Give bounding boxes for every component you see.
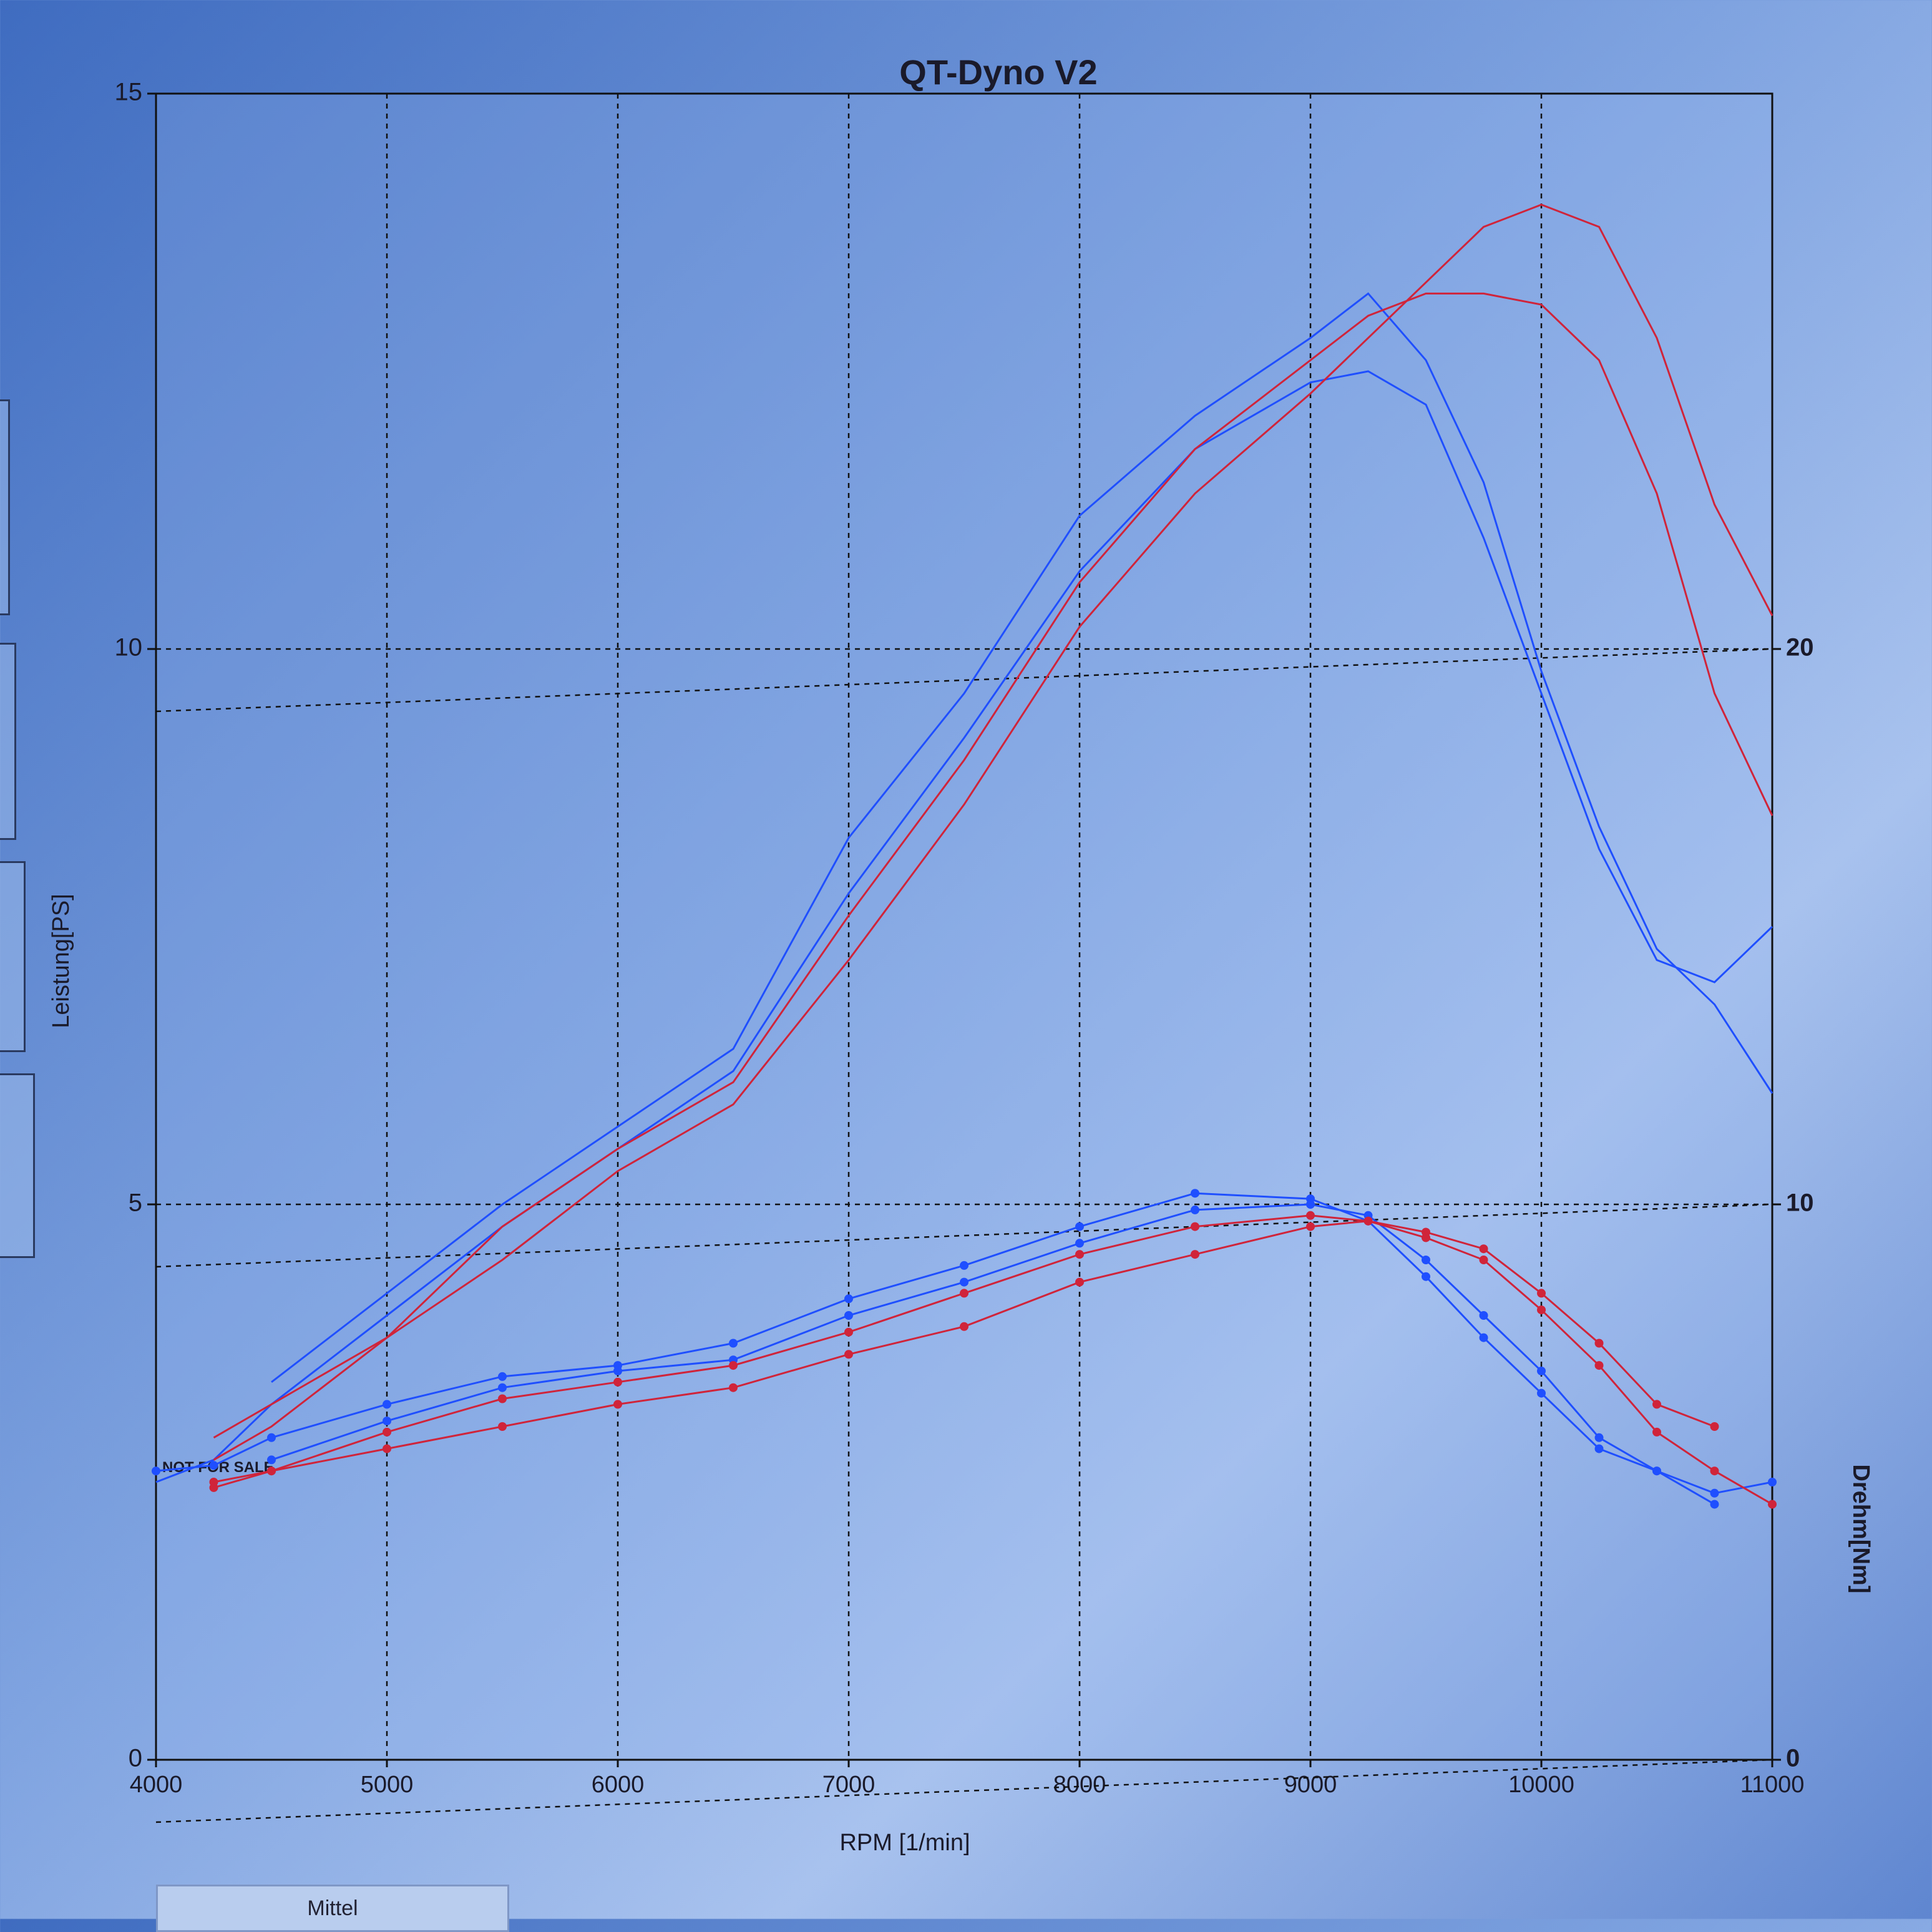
x-tick-label: 6000 bbox=[592, 1772, 645, 1798]
series-line bbox=[213, 1214, 1715, 1489]
data-point bbox=[960, 1322, 968, 1331]
data-point bbox=[729, 1383, 738, 1392]
x-tick-label: 5000 bbox=[361, 1772, 414, 1798]
data-point bbox=[1364, 1216, 1373, 1226]
plot-area bbox=[155, 92, 1773, 1761]
data-point bbox=[1075, 1250, 1084, 1259]
data-point bbox=[1191, 1205, 1199, 1214]
data-point bbox=[1422, 1272, 1430, 1281]
y-tick-label: 0 bbox=[129, 1745, 142, 1772]
x-tick-label: 10000 bbox=[1508, 1772, 1574, 1798]
series-line bbox=[271, 292, 1773, 1383]
side-panel bbox=[0, 643, 16, 840]
data-point bbox=[267, 1455, 276, 1465]
x-tick-label: 9000 bbox=[1284, 1772, 1337, 1798]
data-point bbox=[1191, 1250, 1199, 1259]
data-point bbox=[1306, 1211, 1315, 1220]
data-point bbox=[844, 1294, 853, 1304]
data-point bbox=[209, 1478, 218, 1486]
y2-tick-label: 0 bbox=[1786, 1745, 1800, 1772]
data-point bbox=[1306, 1222, 1315, 1231]
data-point bbox=[1306, 1200, 1315, 1209]
data-point bbox=[1652, 1400, 1661, 1409]
data-point bbox=[1768, 1500, 1777, 1509]
data-point bbox=[960, 1261, 968, 1270]
data-point bbox=[1537, 1305, 1546, 1315]
data-point bbox=[1594, 1361, 1604, 1370]
y-tick-label: 10 bbox=[115, 634, 143, 661]
series-line bbox=[155, 370, 1773, 1483]
data-point bbox=[267, 1433, 276, 1442]
data-point bbox=[613, 1400, 622, 1409]
data-point bbox=[1479, 1311, 1488, 1320]
y-tick-label: 5 bbox=[129, 1189, 142, 1217]
y-axis-label: Leistung[PS] bbox=[48, 894, 74, 1028]
data-point bbox=[1537, 1388, 1546, 1398]
data-point bbox=[1652, 1427, 1661, 1437]
data-point bbox=[1479, 1333, 1488, 1342]
data-point bbox=[1075, 1277, 1084, 1287]
data-point bbox=[1710, 1466, 1719, 1476]
y2-tick-label: 20 bbox=[1786, 634, 1814, 661]
data-point bbox=[152, 1466, 160, 1476]
data-point bbox=[383, 1444, 391, 1453]
data-point bbox=[960, 1289, 968, 1298]
side-panel bbox=[0, 1073, 35, 1258]
y2-axis-label: Drehm[Nm] bbox=[1848, 1465, 1874, 1594]
data-point bbox=[1075, 1239, 1084, 1248]
chart: QT-Dyno V2 RPM [1/min] Leistung[PS] Dreh… bbox=[48, 52, 1874, 1856]
chart-title: QT-Dyno V2 bbox=[899, 52, 1097, 92]
data-point bbox=[1710, 1500, 1719, 1509]
data-point bbox=[1422, 1233, 1430, 1242]
x-tick-label: 4000 bbox=[130, 1772, 183, 1798]
x-tick-label: 8000 bbox=[1053, 1772, 1106, 1798]
data-point bbox=[613, 1377, 622, 1387]
side-panel bbox=[0, 399, 10, 615]
data-point bbox=[1710, 1422, 1719, 1431]
data-point bbox=[383, 1427, 391, 1437]
data-point bbox=[1594, 1433, 1604, 1442]
data-point bbox=[1652, 1466, 1661, 1476]
data-point bbox=[498, 1394, 507, 1403]
series-line bbox=[213, 203, 1773, 1439]
data-point bbox=[498, 1372, 507, 1381]
data-point bbox=[844, 1311, 853, 1320]
x-tick-label: 7000 bbox=[822, 1772, 876, 1798]
series-line bbox=[213, 292, 1773, 1461]
data-point bbox=[729, 1361, 738, 1370]
data-point bbox=[729, 1339, 738, 1348]
y2-tick-label: 10 bbox=[1786, 1189, 1814, 1217]
data-point bbox=[1422, 1256, 1430, 1264]
data-point bbox=[1710, 1488, 1719, 1498]
x-axis-label: RPM [1/min] bbox=[839, 1830, 970, 1856]
series-line bbox=[155, 1192, 1773, 1495]
data-point bbox=[1191, 1189, 1199, 1198]
data-point bbox=[1537, 1367, 1546, 1375]
data-point bbox=[498, 1383, 507, 1392]
x-tick-label: 11000 bbox=[1740, 1772, 1805, 1798]
data-point bbox=[383, 1400, 391, 1409]
mittel-button[interactable]: Mittel bbox=[156, 1885, 509, 1932]
data-point bbox=[209, 1461, 218, 1470]
data-point bbox=[844, 1327, 853, 1337]
data-point bbox=[613, 1367, 622, 1375]
data-point bbox=[1594, 1444, 1604, 1453]
data-point bbox=[1479, 1256, 1488, 1264]
data-point bbox=[844, 1350, 853, 1359]
side-panel bbox=[0, 861, 26, 1052]
data-point bbox=[1191, 1222, 1199, 1231]
data-point bbox=[1594, 1339, 1604, 1348]
data-point bbox=[1075, 1222, 1084, 1231]
data-point bbox=[960, 1277, 968, 1287]
data-point bbox=[267, 1466, 276, 1476]
y-tick-label: 15 bbox=[115, 79, 143, 106]
data-point bbox=[1479, 1244, 1488, 1254]
data-point bbox=[498, 1422, 507, 1431]
data-point bbox=[1537, 1289, 1546, 1298]
data-point bbox=[1768, 1478, 1777, 1486]
data-point bbox=[383, 1417, 391, 1426]
